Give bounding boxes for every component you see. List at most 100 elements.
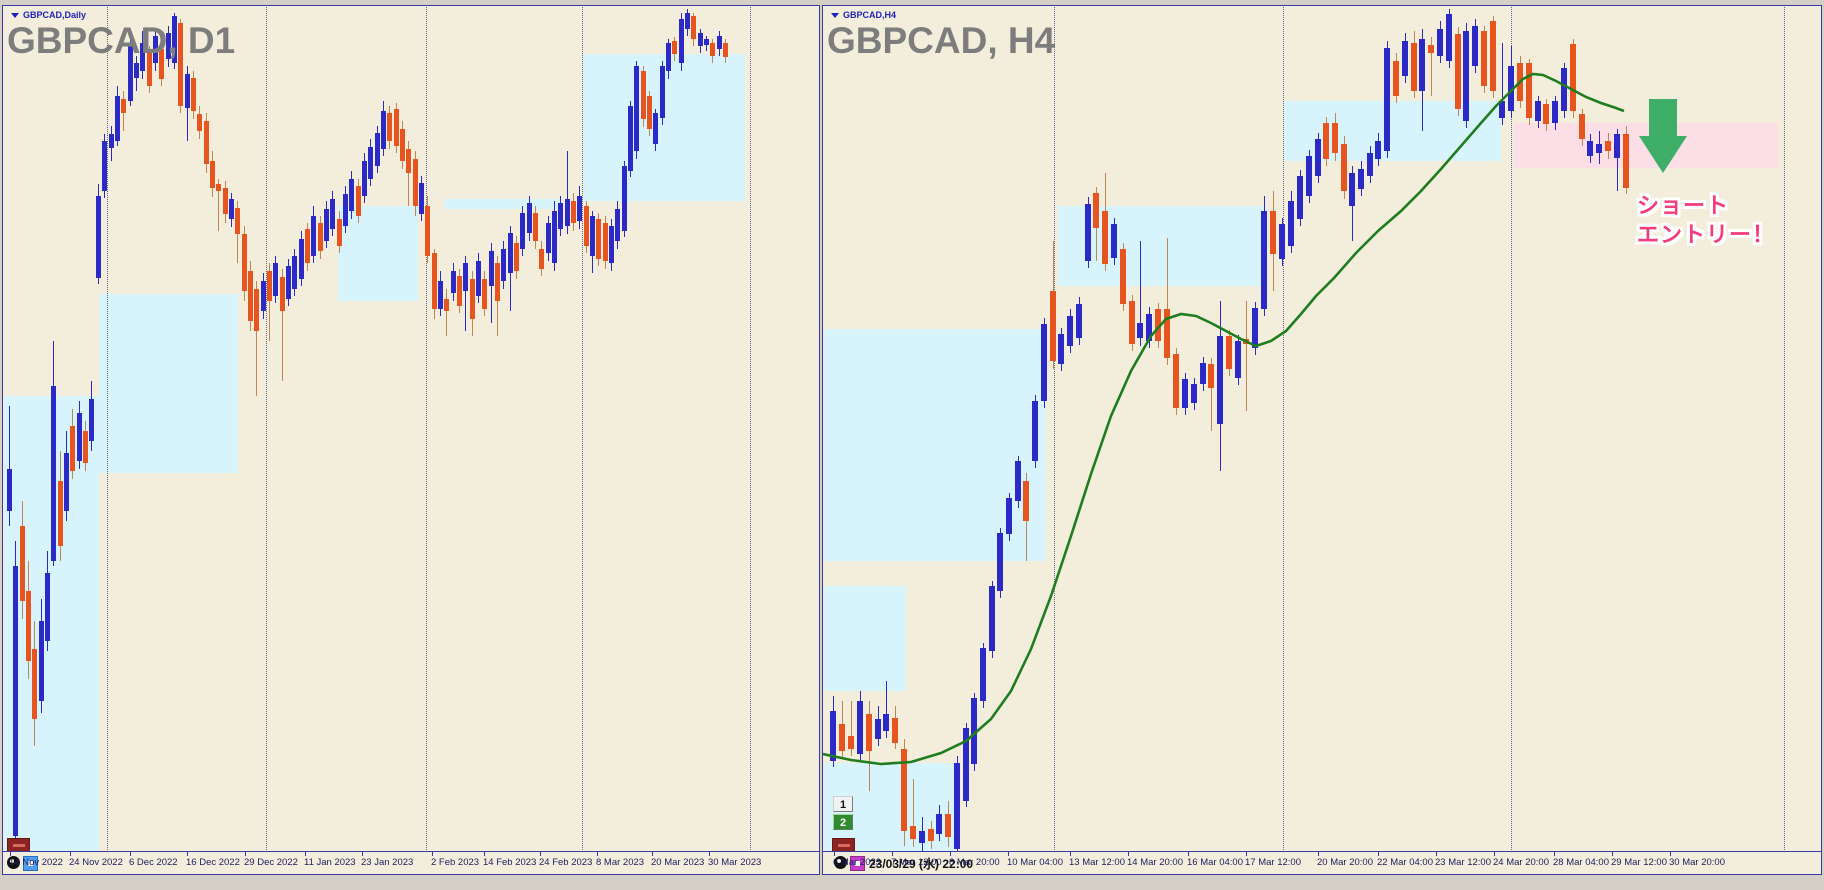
candle bbox=[848, 736, 854, 749]
candle bbox=[362, 161, 367, 196]
candle bbox=[830, 711, 836, 761]
x-axis-tick bbox=[709, 852, 710, 856]
candle bbox=[723, 43, 728, 57]
candle bbox=[679, 19, 684, 63]
x-axis-label: 13 Mar 12:00 bbox=[1069, 857, 1125, 868]
candle bbox=[482, 279, 487, 309]
object-button-2[interactable]: 2 bbox=[833, 814, 853, 830]
x-axis-label: 14 Feb 2023 bbox=[483, 857, 537, 868]
chevron-down-icon bbox=[831, 13, 839, 19]
candle bbox=[51, 386, 56, 561]
candle bbox=[910, 826, 916, 839]
candle bbox=[1490, 21, 1496, 91]
candle bbox=[400, 129, 405, 161]
candle bbox=[147, 53, 152, 86]
gridline-vertical bbox=[1784, 7, 1785, 852]
clock-dot-icon bbox=[10, 859, 14, 863]
indicator-square-purple-icon[interactable] bbox=[850, 856, 865, 871]
candle bbox=[1200, 363, 1206, 384]
candle bbox=[634, 66, 639, 151]
candle bbox=[1120, 249, 1126, 304]
candle bbox=[324, 209, 329, 241]
candle bbox=[1111, 224, 1117, 258]
watermark-symbol-daily: GBPCAD, D1 bbox=[7, 20, 236, 61]
indicator-clock-icon[interactable] bbox=[834, 856, 847, 869]
candle bbox=[1217, 336, 1223, 424]
candle-wick bbox=[269, 263, 270, 341]
x-axis-label: 14 Nov 2022 bbox=[9, 857, 63, 868]
candle bbox=[1041, 324, 1047, 401]
candle bbox=[235, 208, 240, 234]
candle bbox=[1076, 304, 1082, 338]
candle bbox=[660, 66, 665, 118]
x-axis-label: 8 Mar 2023 bbox=[596, 857, 645, 868]
candle bbox=[539, 249, 544, 269]
chart-window-h4: GBPCAD,H4 GBPCAD, H4 1 2 ショート エントリー！ 23/… bbox=[822, 5, 1822, 875]
candle bbox=[394, 109, 399, 146]
candle bbox=[337, 219, 342, 246]
x-axis-tick bbox=[245, 852, 246, 856]
x-axis-label: 22 Mar 04:00 bbox=[1377, 857, 1433, 868]
candle bbox=[89, 399, 94, 441]
candle bbox=[936, 814, 942, 834]
candle bbox=[971, 698, 977, 764]
x-axis-daily: 14 Nov 2022 24 Nov 2022 6 Dec 2022 16 Dec 2… bbox=[3, 851, 819, 874]
object-button-1[interactable]: 1 bbox=[833, 796, 853, 812]
candle bbox=[39, 621, 44, 701]
short-entry-annotation: ショート エントリー！ bbox=[1637, 191, 1775, 249]
x-axis-tick bbox=[1670, 852, 1671, 856]
candle bbox=[857, 701, 863, 754]
candle bbox=[470, 279, 475, 319]
candle bbox=[1393, 61, 1399, 96]
candle bbox=[1481, 31, 1487, 86]
candle bbox=[172, 16, 177, 63]
x-axis-tick bbox=[652, 852, 653, 856]
collapse-button[interactable] bbox=[832, 838, 855, 852]
candle bbox=[980, 648, 986, 701]
indicator-clock-icon[interactable] bbox=[7, 856, 20, 869]
candle bbox=[1552, 101, 1558, 123]
candle bbox=[883, 714, 889, 731]
candle bbox=[476, 261, 481, 296]
candle bbox=[121, 99, 126, 113]
candle bbox=[432, 253, 437, 309]
zone-highlight-cyan bbox=[338, 206, 418, 301]
candle bbox=[989, 586, 995, 651]
gridline-vertical bbox=[426, 7, 427, 852]
chart-tab-daily[interactable]: GBPCAD,Daily bbox=[11, 10, 86, 20]
x-axis-label: 23 Mar 12:00 bbox=[1435, 857, 1491, 868]
candle bbox=[1297, 176, 1303, 219]
candle bbox=[425, 206, 430, 256]
candle bbox=[1384, 48, 1390, 151]
x-axis-label: 16 Dec 2022 bbox=[186, 857, 240, 868]
chevron-down-icon bbox=[11, 13, 19, 19]
candle bbox=[210, 161, 215, 188]
candle bbox=[596, 219, 601, 259]
candle bbox=[698, 33, 703, 46]
candle bbox=[1252, 308, 1258, 348]
square-dot-icon bbox=[28, 861, 33, 866]
candle bbox=[1358, 169, 1364, 189]
candle bbox=[1023, 481, 1029, 521]
collapse-button[interactable] bbox=[7, 838, 30, 852]
candle bbox=[1623, 134, 1629, 188]
candle bbox=[1173, 354, 1179, 408]
candle bbox=[1182, 379, 1188, 408]
candle bbox=[628, 106, 633, 171]
candle bbox=[1279, 224, 1285, 259]
x-axis-label: 30 Mar 2023 bbox=[708, 857, 762, 868]
candle bbox=[615, 209, 620, 241]
candle bbox=[330, 199, 335, 229]
x-axis-tick bbox=[130, 852, 131, 856]
candle bbox=[1428, 45, 1434, 53]
chart-tab-h4[interactable]: GBPCAD,H4 bbox=[831, 10, 896, 20]
candle bbox=[710, 43, 715, 56]
indicator-square-blue-icon[interactable] bbox=[23, 856, 38, 871]
candle bbox=[1375, 141, 1381, 159]
x-axis-tick bbox=[1070, 852, 1071, 856]
x-axis-tick bbox=[950, 852, 951, 856]
candle bbox=[1155, 309, 1161, 341]
candle bbox=[533, 213, 538, 241]
candle-wick bbox=[567, 151, 568, 234]
candle bbox=[685, 13, 690, 29]
